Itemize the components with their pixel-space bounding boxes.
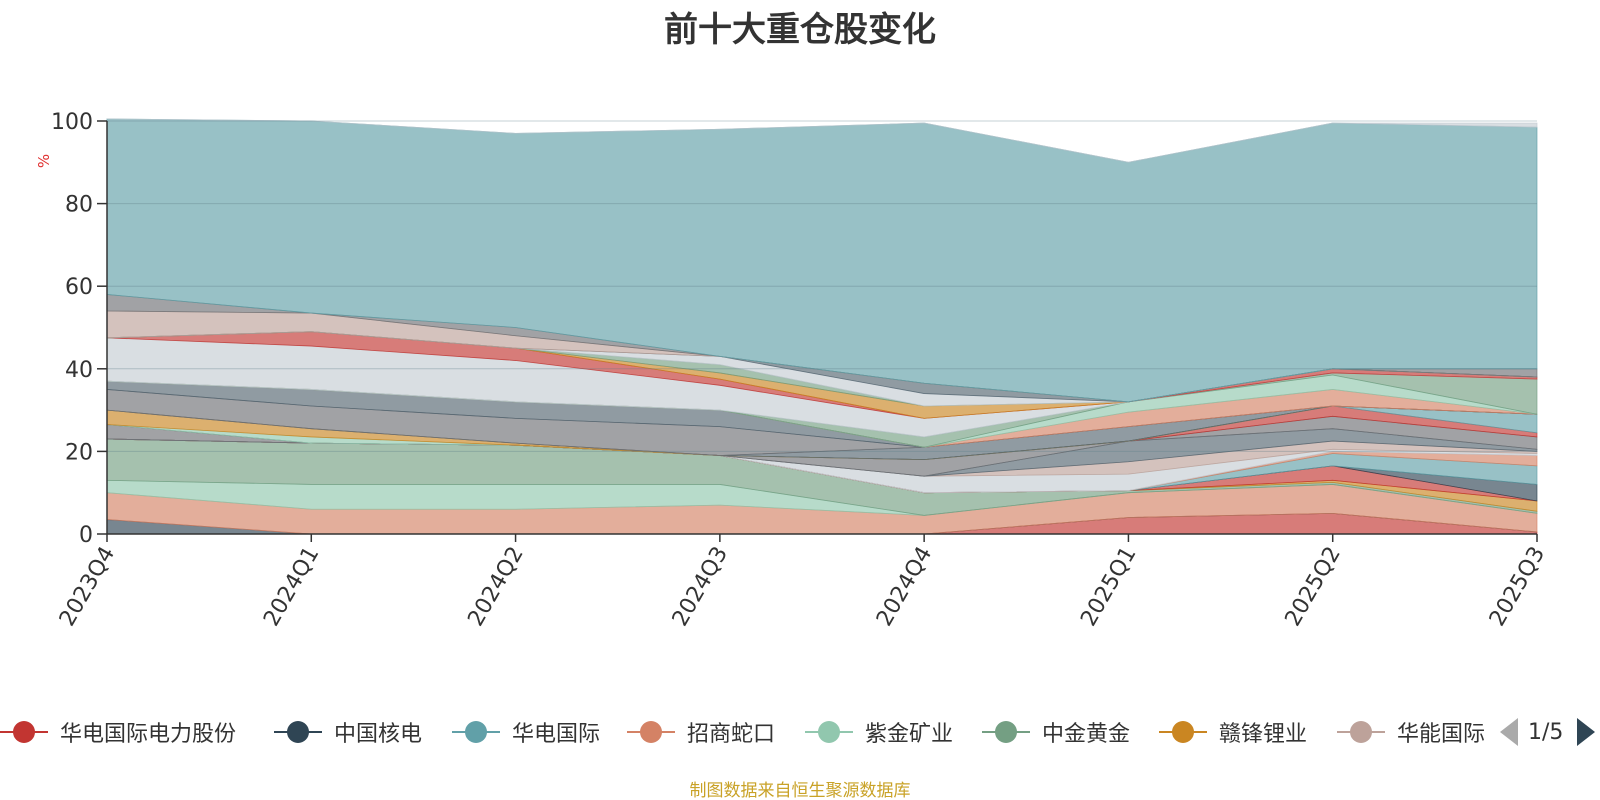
legend-next-icon[interactable] [1577,718,1596,746]
x-tick-label: 2025Q3 [1485,543,1550,631]
legend-marker-icon [805,721,853,743]
legend-marker-icon [0,721,48,743]
x-tick-label: 2024Q1 [259,543,324,631]
legend-item[interactable]: 中金黄金 [982,712,1130,752]
x-tick-label: 2023Q4 [55,543,120,631]
legend-pager: 1/5 [1500,712,1596,752]
legend-page-indicator: 1/5 [1528,719,1564,745]
legend-label: 中国核电 [334,722,423,747]
legend-item[interactable]: 紫金矿业 [805,712,953,752]
legend-label: 中金黄金 [1042,722,1131,747]
legend-marker-icon [627,721,675,743]
y-tick-label: 60 [65,275,93,300]
data-source-note: 制图数据来自恒生聚源数据库 [689,781,911,800]
legend-item[interactable]: 华能国际 [1337,712,1485,752]
legend-label: 招商蛇口 [687,722,776,747]
y-axis-label: % [35,154,53,168]
legend-items: 华电国际电力股份 中国核电 华电国际 招商蛇口 紫金矿业 中金黄金 赣锋锂业 华能国际 [0,712,1488,752]
legend-label: 赣锋锂业 [1219,722,1308,747]
legend-marker-icon [982,721,1030,743]
legend-item[interactable]: 中国核电 [274,712,422,752]
x-tick-label: 2024Q2 [463,543,528,631]
legend-item[interactable]: 招商蛇口 [627,712,775,752]
legend-prev-icon[interactable] [1500,718,1518,746]
x-tick-label: 2025Q2 [1281,543,1346,631]
y-tick-label: 100 [51,110,93,135]
chart-title: 前十大重仓股变化 [664,10,936,50]
legend-item[interactable]: 华电国际电力股份 [0,712,236,752]
legend-marker-icon [452,721,500,743]
legend-label: 华能国际 [1397,722,1486,747]
legend-label: 华电国际电力股份 [60,722,237,747]
y-tick-label: 80 [65,193,93,218]
y-tick-label: 20 [65,440,93,465]
legend-item[interactable]: 华电国际 [452,712,600,752]
stacked-area-chart: 0 20 40 60 80 100% 2023Q4 2024Q1 2024Q2 2024Q3 202… [35,110,1550,631]
legend-item[interactable]: 赣锋锂业 [1159,712,1307,752]
legend-marker-icon [274,721,322,743]
area-series-33 [106,118,1538,163]
legend-marker-icon [1337,721,1385,743]
y-tick-label: 0 [79,523,93,548]
area-series-group [106,118,1538,535]
x-tick-label: 2024Q3 [668,543,733,631]
x-tick-label: 2025Q1 [1076,543,1141,631]
y-tick-label: 40 [65,358,93,383]
legend: 华电国际电力股份 中国核电 华电国际 招商蛇口 紫金矿业 中金黄金 赣锋锂业 华能国际 [0,712,1600,752]
legend-label: 紫金矿业 [865,722,954,747]
legend-marker-icon [1159,721,1207,743]
x-tick-label: 2024Q4 [872,543,937,631]
gridlines [107,120,1537,452]
legend-label: 华电国际 [512,722,601,747]
